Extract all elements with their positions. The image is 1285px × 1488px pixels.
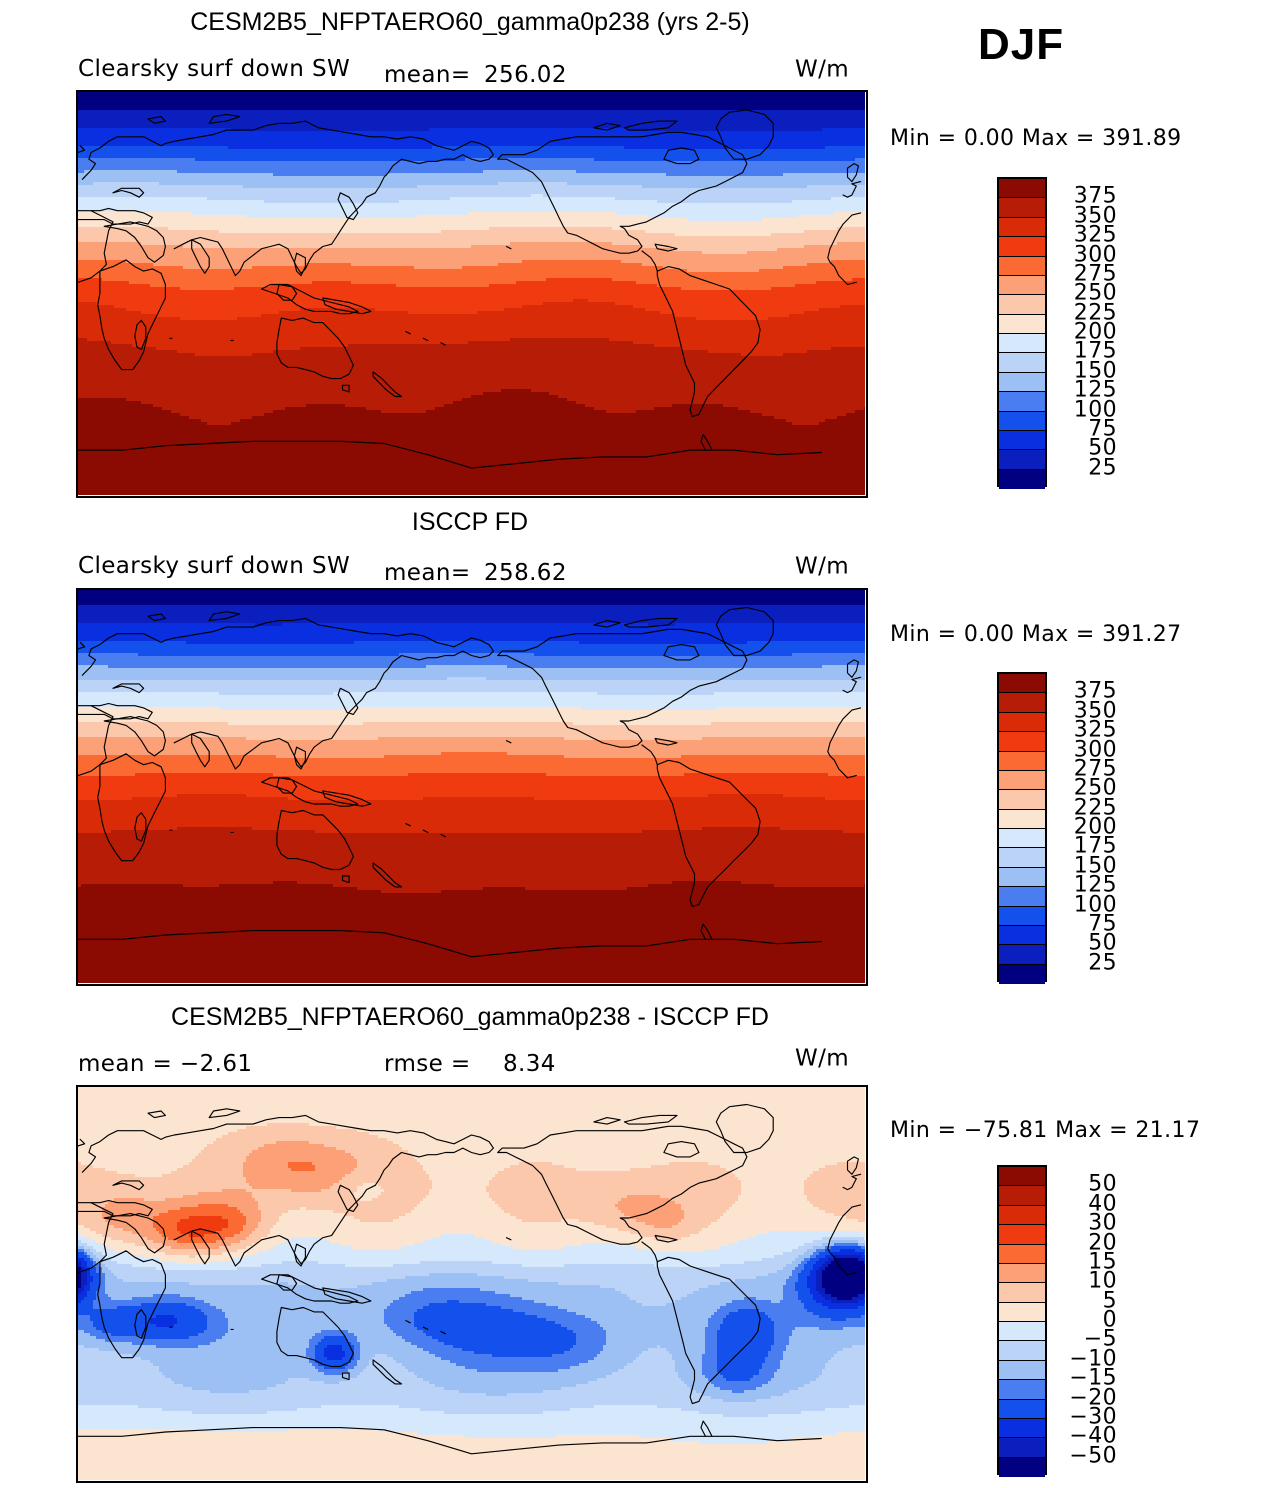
colorbar-tick-label: 25 bbox=[1053, 455, 1117, 480]
colorbar-band bbox=[999, 790, 1045, 809]
colorbar-band bbox=[999, 1186, 1045, 1205]
map-panel-3[interactable] bbox=[76, 1085, 868, 1483]
colorbar-band bbox=[999, 412, 1045, 431]
colorbar-band bbox=[999, 1400, 1045, 1419]
colorbar-band bbox=[999, 179, 1045, 198]
colorbar-band bbox=[999, 674, 1045, 693]
panel-3-title: CESM2B5_NFPTAERO60_gamma0p238 - ISCCP FD bbox=[0, 1003, 940, 1032]
panel-1-units: W/m bbox=[795, 56, 849, 83]
colorbar-band bbox=[999, 752, 1045, 771]
colorbar-2-bar bbox=[997, 672, 1047, 982]
colorbar-band bbox=[999, 907, 1045, 926]
panel-2-title: ISCCP FD bbox=[0, 508, 940, 537]
colorbar-1-bar bbox=[997, 177, 1047, 487]
panel-1-minmax: Min = 0.00 Max = 391.89 bbox=[890, 126, 1182, 151]
colorbar-tick-label: −50 bbox=[1053, 1443, 1117, 1468]
colorbar-panel-2[interactable]: 375 350 325 300 275 250 225 200 175 150 125 100 75 50… bbox=[997, 672, 1247, 982]
colorbar-panel-3[interactable]: 50 40 30 20 15 10 5 0 −5 −10 −15 −20 −30 −40 −50 bbox=[997, 1165, 1247, 1475]
colorbar-band bbox=[999, 373, 1045, 392]
colorbar-band bbox=[999, 1458, 1045, 1477]
colorbar-band bbox=[999, 1438, 1045, 1457]
colorbar-band bbox=[999, 257, 1045, 276]
colorbar-band bbox=[999, 1206, 1045, 1225]
colorbar-band bbox=[999, 334, 1045, 353]
colorbar-band bbox=[999, 1225, 1045, 1244]
colorbar-band bbox=[999, 315, 1045, 334]
colorbar-2-labels: 375 350 325 300 275 250 225 200 175 150 125 100 75 50… bbox=[1053, 672, 1125, 982]
colorbar-panel-1[interactable]: 375 350 325 300 275 250 225 200 175 150 125 100 75 50… bbox=[997, 177, 1247, 487]
coastline-overlay bbox=[78, 92, 865, 495]
colorbar-3-labels: 50 40 30 20 15 10 5 0 −5 −10 −15 −20 −30 −40 −50 bbox=[1053, 1165, 1125, 1475]
colorbar-band bbox=[999, 1419, 1045, 1438]
panel-1-stat-label: mean= bbox=[384, 62, 471, 88]
colorbar-band bbox=[999, 392, 1045, 411]
colorbar-band bbox=[999, 237, 1045, 256]
colorbar-band bbox=[999, 431, 1045, 450]
colorbar-band bbox=[999, 926, 1045, 945]
season-label: DJF bbox=[978, 20, 1064, 70]
colorbar-band bbox=[999, 945, 1045, 964]
coastline-overlay bbox=[78, 1087, 865, 1480]
map-panel-2[interactable] bbox=[76, 588, 868, 986]
colorbar-band bbox=[999, 868, 1045, 887]
colorbar-3-bar bbox=[997, 1165, 1047, 1475]
panel-2-units-text: W/m bbox=[795, 554, 849, 580]
colorbar-band bbox=[999, 732, 1045, 751]
colorbar-band bbox=[999, 1303, 1045, 1322]
colorbar-band bbox=[999, 1283, 1045, 1302]
map-panel-1[interactable] bbox=[76, 90, 868, 498]
colorbar-band bbox=[999, 276, 1045, 295]
colorbar-band bbox=[999, 965, 1045, 984]
panel-3-mean: mean = −2.61 bbox=[78, 1051, 252, 1077]
colorbar-band bbox=[999, 218, 1045, 237]
panel-1-stat-value: 256.02 bbox=[484, 62, 567, 88]
colorbar-band bbox=[999, 887, 1045, 906]
colorbar-band bbox=[999, 693, 1045, 712]
colorbar-band bbox=[999, 1264, 1045, 1283]
panel-3-units: W/m bbox=[795, 1045, 849, 1072]
colorbar-band bbox=[999, 1245, 1045, 1264]
colorbar-band bbox=[999, 829, 1045, 848]
panel-1-field-label: Clearsky surf down SW bbox=[78, 56, 350, 82]
coastline-overlay bbox=[78, 590, 865, 983]
colorbar-tick-label: 25 bbox=[1053, 950, 1117, 975]
panel-3-units-text: W/m bbox=[795, 1046, 849, 1072]
colorbar-band bbox=[999, 771, 1045, 790]
colorbar-band bbox=[999, 1380, 1045, 1399]
panel-2-stat-label: mean= bbox=[384, 560, 471, 586]
colorbar-band bbox=[999, 450, 1045, 469]
colorbar-band bbox=[999, 353, 1045, 372]
colorbar-band bbox=[999, 470, 1045, 489]
colorbar-band bbox=[999, 848, 1045, 867]
colorbar-band bbox=[999, 1361, 1045, 1380]
colorbar-band bbox=[999, 810, 1045, 829]
colorbar-band bbox=[999, 713, 1045, 732]
panel-3-minmax: Min = −75.81 Max = 21.17 bbox=[890, 1118, 1200, 1143]
panel-2-field-label: Clearsky surf down SW bbox=[78, 553, 350, 579]
panel-2-stat-value: 258.62 bbox=[484, 560, 567, 586]
colorbar-band bbox=[999, 1341, 1045, 1360]
panel-3-rmse-label: rmse = bbox=[384, 1051, 471, 1077]
colorbar-1-labels: 375 350 325 300 275 250 225 200 175 150 125 100 75 50… bbox=[1053, 177, 1125, 487]
panel-2-minmax: Min = 0.00 Max = 391.27 bbox=[890, 622, 1182, 647]
panel-1-title: CESM2B5_NFPTAERO60_gamma0p238 (yrs 2-5) bbox=[0, 8, 940, 37]
colorbar-band bbox=[999, 295, 1045, 314]
colorbar-band bbox=[999, 198, 1045, 217]
panel-3-rmse-value: 8.34 bbox=[503, 1051, 556, 1077]
colorbar-band bbox=[999, 1167, 1045, 1186]
panel-2-units: W/m bbox=[795, 553, 849, 580]
colorbar-band bbox=[999, 1322, 1045, 1341]
panel-1-units-text: W/m bbox=[795, 57, 849, 83]
